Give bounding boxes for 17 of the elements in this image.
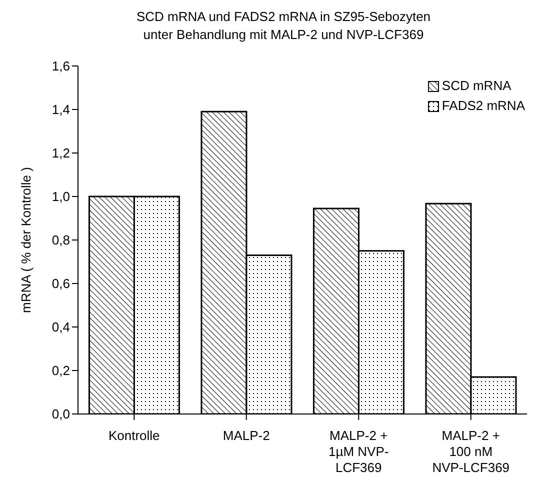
y-tick-label: 1,0 bbox=[52, 189, 70, 204]
x-tick-label: MALP-2 bbox=[222, 428, 270, 443]
x-tick-label: MALP-2 + 1µM NVP-LCF369 bbox=[328, 428, 389, 475]
x-tick-label: Kontrolle bbox=[108, 428, 160, 443]
y-tick-label: 1,2 bbox=[52, 146, 70, 161]
y-tick-label: 0,8 bbox=[52, 232, 70, 248]
chart-title: SCD mRNA und FADS2 mRNA in SZ95-Sebozyten unter Behandlung mit MALP-2 und NVP-LCF369 bbox=[135, 8, 432, 44]
x-tick-label: MALP-2 + 100 nM NVP-LCF369 bbox=[432, 428, 510, 475]
y-tick-label: 1,6 bbox=[52, 58, 70, 74]
legend-label: SCD mRNA bbox=[442, 77, 512, 95]
y-tick-label: 0,6 bbox=[52, 276, 70, 292]
y-tick-label: 0,2 bbox=[52, 363, 70, 378]
y-tick-label: 1,4 bbox=[52, 102, 70, 118]
legend-label: FADS2 mRNA bbox=[442, 97, 525, 115]
y-axis-title: mRNA ( % der Kontrolle ) bbox=[18, 167, 34, 313]
y-tick-label: 0,0 bbox=[52, 406, 70, 422]
y-tick-label: 0,4 bbox=[52, 320, 70, 335]
